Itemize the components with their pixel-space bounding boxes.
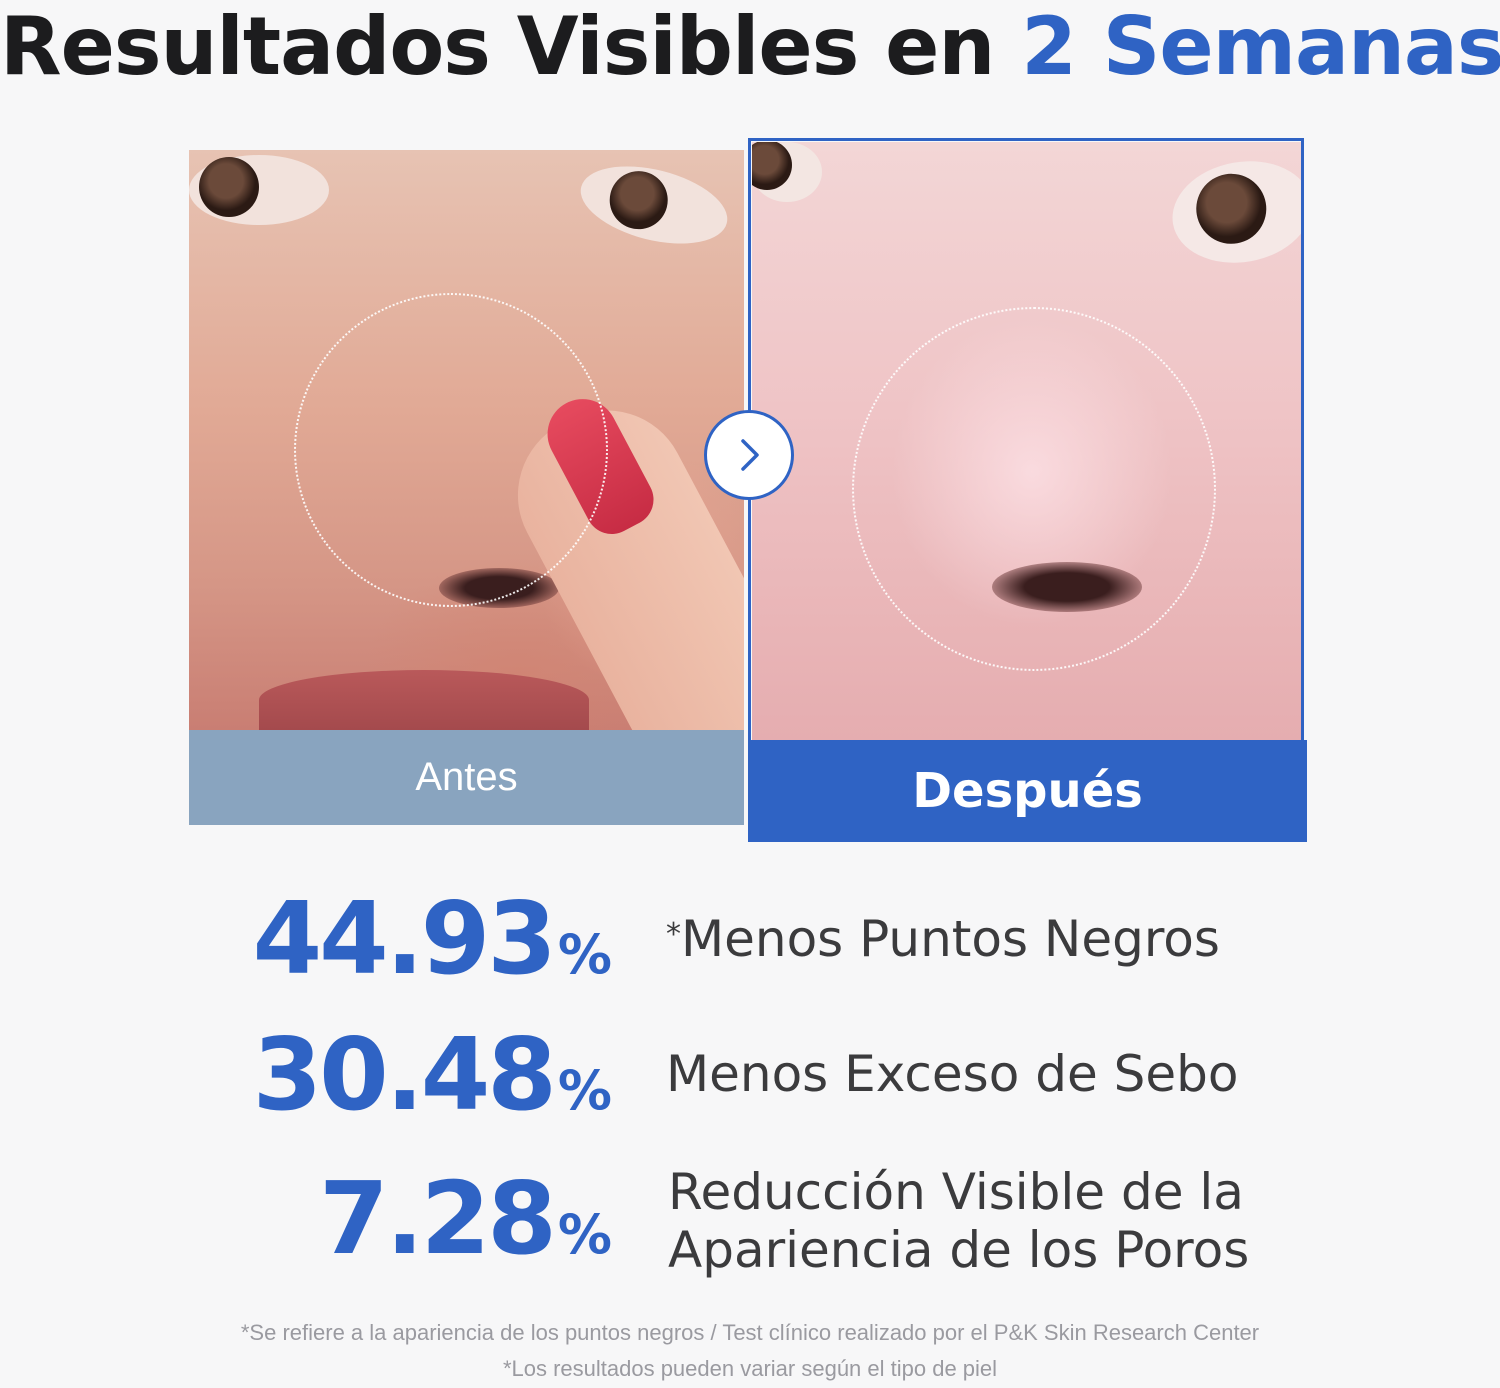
focus-circle — [294, 293, 608, 607]
focus-circle — [852, 307, 1216, 671]
page-title: Resultados Visibles en 2 Semanas — [0, 0, 1500, 102]
footnote-2: *Los resultados pueden variar según el t… — [502, 1356, 998, 1381]
lip — [259, 670, 589, 730]
stat-number: 44.93 — [252, 880, 557, 997]
stat-label-line1: Reducción Visible de la — [668, 1163, 1244, 1221]
stat-label-text: Menos Puntos Negros — [681, 910, 1220, 968]
title-main: Resultados Visibles en — [0, 0, 1022, 93]
stat-label-blackheads: *Menos Puntos Negros — [666, 910, 1220, 968]
footnote-1: *Se refiere a la apariencia de los punto… — [240, 1320, 1260, 1345]
before-label: Antes — [189, 730, 744, 825]
stat-unit: % — [557, 923, 612, 986]
after-label: Después — [748, 740, 1307, 842]
stat-number: 7.28 — [319, 1160, 557, 1277]
left-eye — [189, 155, 329, 225]
stat-label-line2: Apariencia de los Poros — [668, 1221, 1250, 1279]
after-photo — [752, 142, 1304, 740]
title-accent: 2 Semanas — [1021, 0, 1500, 93]
chevron-right-icon — [741, 439, 759, 471]
stat-unit: % — [557, 1203, 612, 1266]
stat-value-pores: 7.28% — [319, 1160, 612, 1277]
stat-label-sebum: Menos Exceso de Sebo — [666, 1045, 1239, 1103]
stat-number: 30.48 — [252, 1016, 557, 1133]
before-photo — [189, 150, 744, 730]
stat-value-sebum: 30.48% — [253, 1016, 612, 1133]
right-eye — [572, 152, 736, 258]
stat-value-blackheads: 44.93% — [253, 880, 612, 997]
stat-label-pores: Reducción Visible de la Apariencia de lo… — [668, 1163, 1249, 1279]
asterisk-marker: * — [666, 917, 681, 952]
next-arrow-button[interactable] — [704, 410, 794, 500]
stat-unit: % — [557, 1059, 612, 1122]
left-eye — [752, 142, 822, 202]
after-frame — [748, 138, 1304, 838]
